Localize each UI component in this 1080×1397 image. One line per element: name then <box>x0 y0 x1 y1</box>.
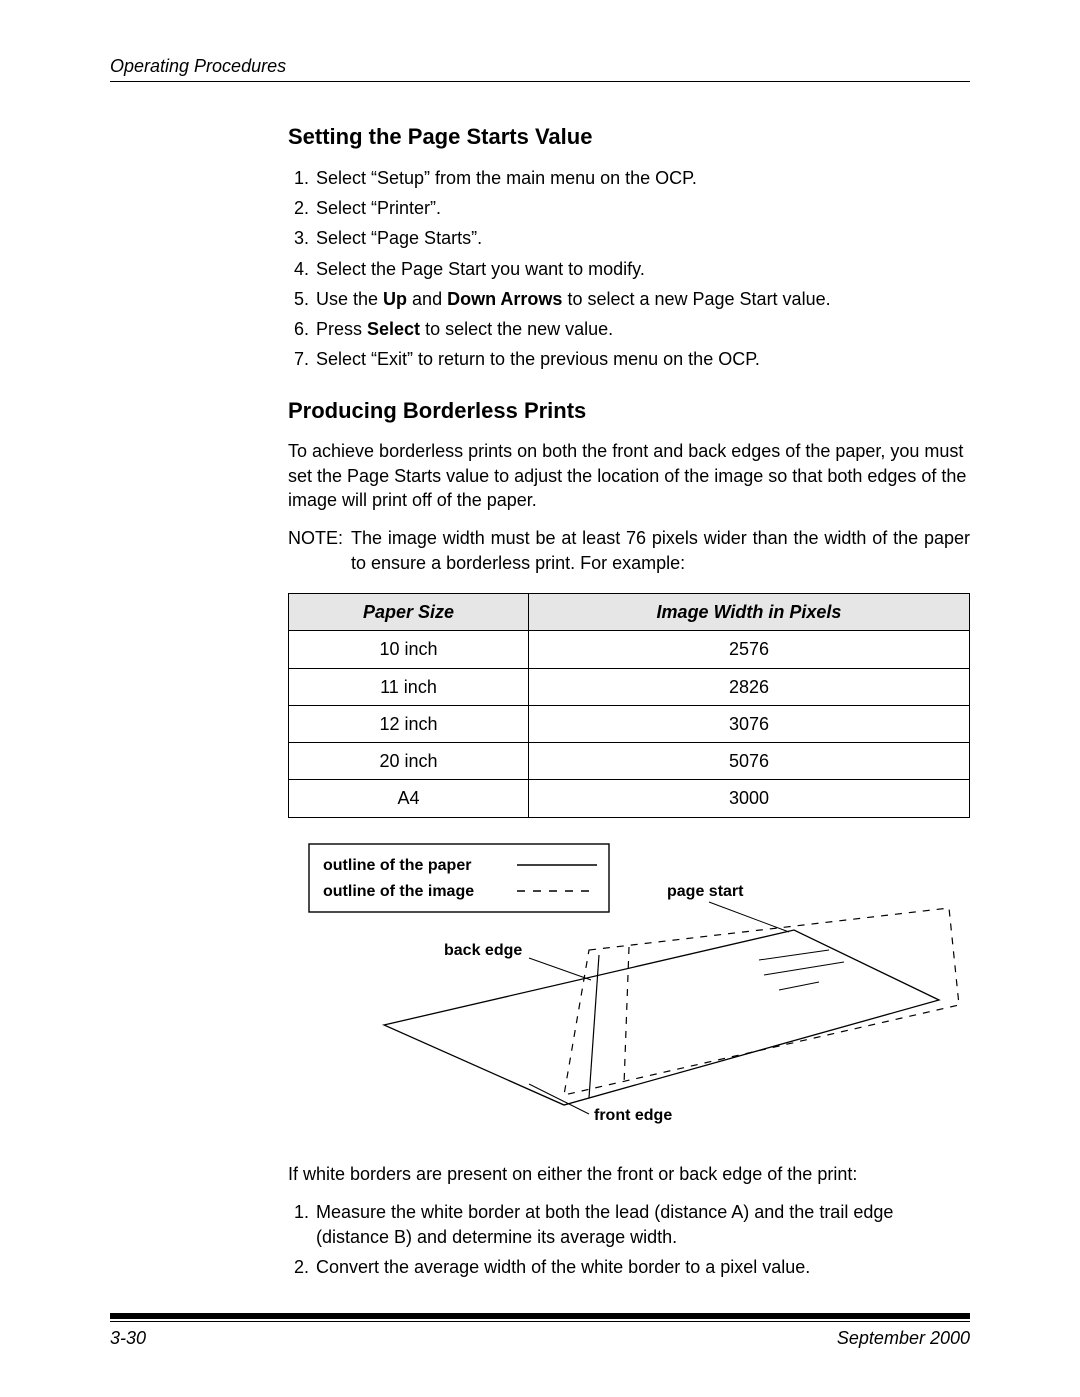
page-start-label: page start <box>667 883 744 900</box>
list-item: Convert the average width of the white b… <box>314 1255 970 1279</box>
note-label: NOTE: <box>288 526 343 575</box>
note-body: The image width must be at least 76 pixe… <box>351 526 970 575</box>
front-edge-label: front edge <box>594 1107 672 1124</box>
footer-left: 3-30 <box>110 1328 146 1349</box>
after-diagram-paragraph: If white borders are present on either t… <box>288 1162 970 1186</box>
section-heading-page-starts: Setting the Page Starts Value <box>288 122 970 152</box>
diagram-svg: outline of the paper outline of the imag… <box>288 840 970 1140</box>
table-row: 10 inch2576 <box>289 631 970 668</box>
list-item: Press Select to select the new value. <box>314 317 970 341</box>
table-row: 11 inch2826 <box>289 668 970 705</box>
section-heading-borderless: Producing Borderless Prints <box>288 396 970 426</box>
paper-size-table: Paper Size Image Width in Pixels 10 inch… <box>288 593 970 818</box>
list-item: Select “Exit” to return to the previous … <box>314 347 970 371</box>
page: Operating Procedures Setting the Page St… <box>0 0 1080 1397</box>
page-footer: 3-30 September 2000 <box>110 1313 970 1349</box>
table-header-row: Paper Size Image Width in Pixels <box>289 593 970 630</box>
column-header: Image Width in Pixels <box>528 593 969 630</box>
page-header: Operating Procedures <box>110 56 970 82</box>
list-item: Select the Page Start you want to modify… <box>314 257 970 281</box>
list-item: Select “Setup” from the main menu on the… <box>314 166 970 190</box>
image-outline <box>564 908 959 1095</box>
table-row: 12 inch3076 <box>289 705 970 742</box>
back-edge-label: back edge <box>444 942 522 959</box>
list-item: Select “Printer”. <box>314 196 970 220</box>
intro-paragraph: To achieve borderless prints on both the… <box>288 439 970 512</box>
legend-image-label: outline of the image <box>323 883 474 900</box>
header-left: Operating Procedures <box>110 56 286 77</box>
note: NOTE: The image width must be at least 7… <box>288 526 970 575</box>
table-row: A43000 <box>289 780 970 817</box>
table-row: 20 inch5076 <box>289 743 970 780</box>
legend-paper-label: outline of the paper <box>323 857 471 874</box>
diagram: outline of the paper outline of the imag… <box>288 840 970 1146</box>
list-item: Measure the white border at both the lea… <box>314 1200 970 1249</box>
column-header: Paper Size <box>289 593 529 630</box>
list-item: Select “Page Starts”. <box>314 226 970 250</box>
steps-list-1: Select “Setup” from the main menu on the… <box>288 166 970 372</box>
steps-list-2: Measure the white border at both the lea… <box>288 1200 970 1279</box>
footer-right: September 2000 <box>837 1328 970 1349</box>
list-item: Use the Up and Down Arrows to select a n… <box>314 287 970 311</box>
content-area: Setting the Page Starts Value Select “Se… <box>288 122 970 1279</box>
